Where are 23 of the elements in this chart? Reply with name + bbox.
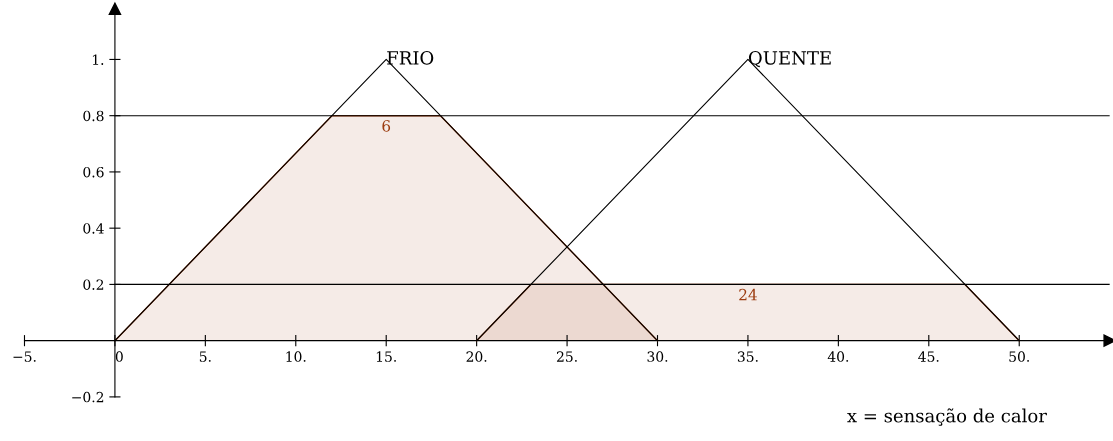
x-tick-label: 25. <box>556 351 577 362</box>
y-tick-label: 1. <box>92 54 104 65</box>
x-tick-label: −5. <box>13 351 36 362</box>
y-tick-label: 0.2 <box>83 279 104 290</box>
x-tick-label: 35. <box>737 351 758 362</box>
y-tick-label: 0.6 <box>83 166 104 178</box>
series-label: QUENTE <box>748 51 831 68</box>
x-tick-label: 5. <box>199 351 211 362</box>
x-tick-label: 15. <box>376 351 396 362</box>
x-axis-title: x = sensação de calor <box>847 408 1047 426</box>
x-tick-label: 50. <box>1009 351 1029 362</box>
x-tick-label: 45. <box>918 351 939 362</box>
y-tick-label: 0.4 <box>83 223 104 234</box>
x-tick-label: 30. <box>647 351 668 362</box>
y-tick-label: −0.2 <box>72 391 104 403</box>
annotation: 6 <box>382 120 391 132</box>
x-tick-label: 0 <box>115 351 123 362</box>
x-tick-label: 20. <box>466 351 487 362</box>
y-tick-label: 0.8 <box>83 110 104 122</box>
annotation: 24 <box>739 288 757 301</box>
x-tick-label: 40. <box>827 351 849 362</box>
series-label: FRIO <box>387 51 434 65</box>
x-tick-label: 10. <box>286 351 306 362</box>
